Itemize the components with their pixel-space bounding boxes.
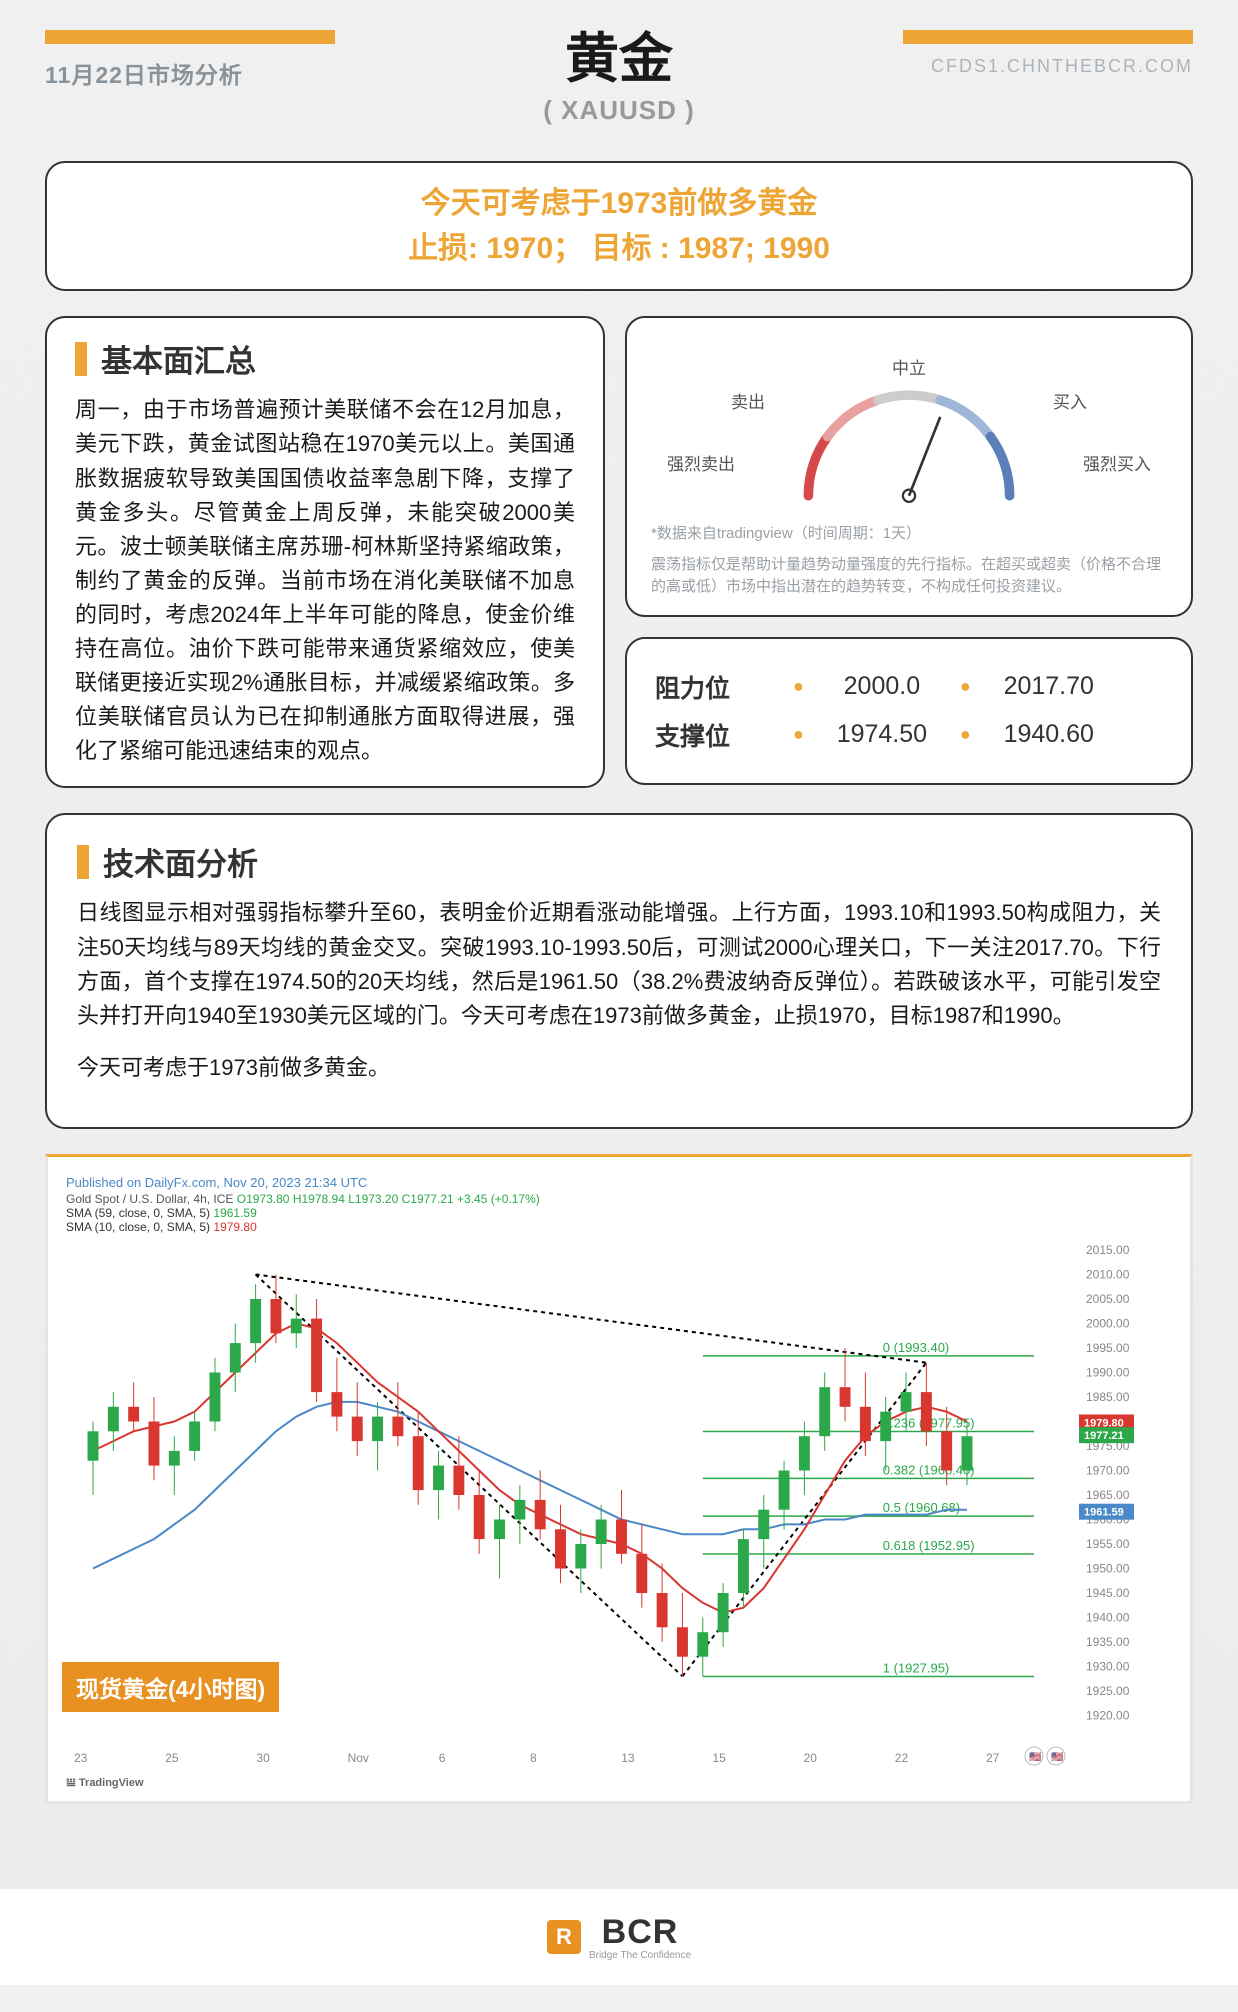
chart-c: C1977.21 [402, 1192, 454, 1206]
svg-text:1930.00: 1930.00 [1086, 1659, 1130, 1673]
svg-text:1977.21: 1977.21 [1084, 1430, 1124, 1442]
svg-text:13: 13 [621, 1751, 635, 1765]
chart-chg: +3.45 (+0.17%) [457, 1192, 540, 1206]
chart-badge: 现货黄金(4小时图) [62, 1662, 279, 1712]
support-label: 支撑位 [655, 717, 775, 753]
fundamental-title: 基本面汇总 [75, 336, 575, 381]
chart-symbol-row: Gold Spot / U.S. Dollar, 4h, ICE O1973.8… [66, 1192, 1180, 1206]
logo-icon: R [547, 1920, 581, 1954]
dot-icon: ● [793, 724, 804, 745]
page-subtitle: ( XAUUSD ) [375, 95, 863, 126]
footer-logo: R BCR Bridge The Confidence [547, 1913, 691, 1961]
fundamental-text: 周一，由于市场普遍预计美联储不会在12月加息，美元下跌，黄金试图站稳在1970美… [75, 393, 575, 768]
technical-title: 技术面分析 [77, 839, 1161, 884]
gauge-neutral-label: 中立 [892, 354, 926, 379]
support-v1: 1974.50 [822, 720, 942, 749]
sma59-label: SMA (59, close, 0, SMA, 5) [66, 1206, 210, 1220]
recommendation-card: 今天可考虑于1973前做多黄金 止损: 1970； 目标 : 1987; 199… [45, 161, 1193, 291]
sma10-label: SMA (10, close, 0, SMA, 5) [66, 1220, 210, 1234]
footer-brand: BCR [589, 1913, 691, 1952]
dot-icon: ● [960, 676, 971, 697]
chart-l: L1973.20 [348, 1192, 398, 1206]
svg-text:23: 23 [74, 1751, 88, 1765]
chart-h: H1978.94 [293, 1192, 345, 1206]
svg-text:1950.00: 1950.00 [1086, 1561, 1130, 1575]
accent-bar-right [903, 30, 1193, 44]
technical-p2: 今天可考虑于1973前做多黄金。 [77, 1051, 1161, 1085]
svg-text:0 (1993.40): 0 (1993.40) [883, 1340, 950, 1355]
svg-text:0.382 (1968.40): 0.382 (1968.40) [883, 1462, 975, 1477]
svg-text:1945.00: 1945.00 [1086, 1586, 1130, 1600]
svg-text:Nov: Nov [348, 1751, 369, 1765]
sma59-row: SMA (59, close, 0, SMA, 5) 1961.59 [66, 1206, 1180, 1220]
svg-text:1940.00: 1940.00 [1086, 1610, 1130, 1624]
chart-card: Published on DailyFx.com, Nov 20, 2023 2… [45, 1154, 1193, 1804]
gauge-strongsell-label: 强烈卖出 [667, 450, 735, 475]
sma10-val: 1979.80 [213, 1220, 256, 1234]
footer: R BCR Bridge The Confidence [0, 1889, 1238, 1985]
svg-text:2005.00: 2005.00 [1086, 1292, 1130, 1306]
resistance-row: 阻力位 ● 2000.0 ● 2017.70 [655, 663, 1163, 711]
svg-text:🇺🇸: 🇺🇸 [1051, 1751, 1064, 1763]
footer-tagline: Bridge The Confidence [589, 1950, 691, 1961]
svg-text:1955.00: 1955.00 [1086, 1537, 1130, 1551]
gauge-source: *数据来自tradingview（时间周期：1天） [651, 523, 1167, 546]
chart-published: Published on DailyFx.com, Nov 20, 2023 2… [66, 1175, 1180, 1190]
svg-text:2015.00: 2015.00 [1086, 1243, 1130, 1257]
svg-text:20: 20 [804, 1751, 818, 1765]
site-url: CFDS1.CHNTHEBCR.COM [863, 56, 1193, 77]
svg-text:1 (1927.95): 1 (1927.95) [883, 1660, 950, 1675]
svg-text:1995.00: 1995.00 [1086, 1341, 1130, 1355]
svg-text:6: 6 [439, 1751, 446, 1765]
sma10-row: SMA (10, close, 0, SMA, 5) 1979.80 [66, 1220, 1180, 1234]
svg-text:1985.00: 1985.00 [1086, 1390, 1130, 1404]
svg-text:8: 8 [530, 1751, 537, 1765]
resistance-v1: 2000.0 [822, 672, 942, 701]
accent-bar-left [45, 30, 335, 44]
svg-text:1970.00: 1970.00 [1086, 1463, 1130, 1477]
gauge-sell-label: 卖出 [731, 388, 765, 413]
header: 11月22日市场分析 黄金 ( XAUUSD ) CFDS1.CHNTHEBCR… [45, 0, 1193, 126]
svg-text:🇺🇸: 🇺🇸 [1029, 1751, 1042, 1763]
support-row: 支撑位 ● 1974.50 ● 1940.60 [655, 711, 1163, 759]
resistance-v2: 2017.70 [989, 672, 1109, 701]
chart-area: 1920.00 1925.00 1930.00 1935.00 1940.00 1945.… [58, 1240, 1180, 1770]
levels-card: 阻力位 ● 2000.0 ● 2017.70 支撑位 ● 1974.50 ● 1… [625, 637, 1193, 785]
svg-text:15: 15 [712, 1751, 726, 1765]
sma59-val: 1961.59 [213, 1206, 256, 1220]
svg-text:1925.00: 1925.00 [1086, 1684, 1130, 1698]
svg-text:2010.00: 2010.00 [1086, 1267, 1130, 1281]
svg-text:2000.00: 2000.00 [1086, 1316, 1130, 1330]
gauge-strongbuy-label: 强烈买入 [1083, 450, 1151, 475]
svg-text:1990.00: 1990.00 [1086, 1365, 1130, 1379]
gauge-buy-label: 买入 [1053, 388, 1087, 413]
dot-icon: ● [793, 676, 804, 697]
chart-o: O1973.80 [237, 1192, 290, 1206]
gauge-card: 中立 卖出 买入 强烈卖出 强烈买入 *数据来自tradingview（时间周期… [625, 316, 1193, 617]
market-date: 11月22日市场分析 [45, 56, 375, 90]
svg-text:1961.59: 1961.59 [1084, 1507, 1124, 1519]
gauge-note: 震荡指标仅是帮助计量趋势动量强度的先行指标。在超买或超卖（价格不合理的高或低）市… [651, 554, 1167, 599]
svg-text:0.618 (1952.95): 0.618 (1952.95) [883, 1538, 975, 1553]
page-title: 黄金 [375, 30, 863, 89]
technical-p1: 日线图显示相对强弱指标攀升至60，表明金价近期看涨动能增强。上行方面，1993.… [77, 896, 1161, 1032]
svg-text:1965.00: 1965.00 [1086, 1488, 1130, 1502]
resistance-label: 阻力位 [655, 669, 775, 705]
fundamental-card: 基本面汇总 周一，由于市场普遍预计美联储不会在12月加息，美元下跌，黄金试图站稳… [45, 316, 605, 788]
svg-text:22: 22 [895, 1751, 909, 1765]
svg-text:30: 30 [256, 1751, 270, 1765]
support-v2: 1940.60 [989, 720, 1109, 749]
sentiment-gauge: 中立 卖出 买入 强烈卖出 强烈买入 [651, 340, 1167, 515]
technical-card: 技术面分析 日线图显示相对强弱指标攀升至60，表明金价近期看涨动能增强。上行方面… [45, 813, 1193, 1128]
svg-text:1935.00: 1935.00 [1086, 1635, 1130, 1649]
svg-text:1920.00: 1920.00 [1086, 1708, 1130, 1722]
rec-line2: 止损: 1970； 目标 : 1987; 1990 [75, 226, 1163, 271]
svg-text:27: 27 [986, 1751, 1000, 1765]
rec-line1: 今天可考虑于1973前做多黄金 [75, 181, 1163, 226]
chart-symbol: Gold Spot / U.S. Dollar, 4h, ICE [66, 1192, 233, 1206]
dot-icon: ● [960, 724, 971, 745]
tradingview-label: 𝍎 TradingView [66, 1776, 1180, 1789]
svg-text:0.5 (1960.68): 0.5 (1960.68) [883, 1500, 960, 1515]
svg-text:25: 25 [165, 1751, 179, 1765]
